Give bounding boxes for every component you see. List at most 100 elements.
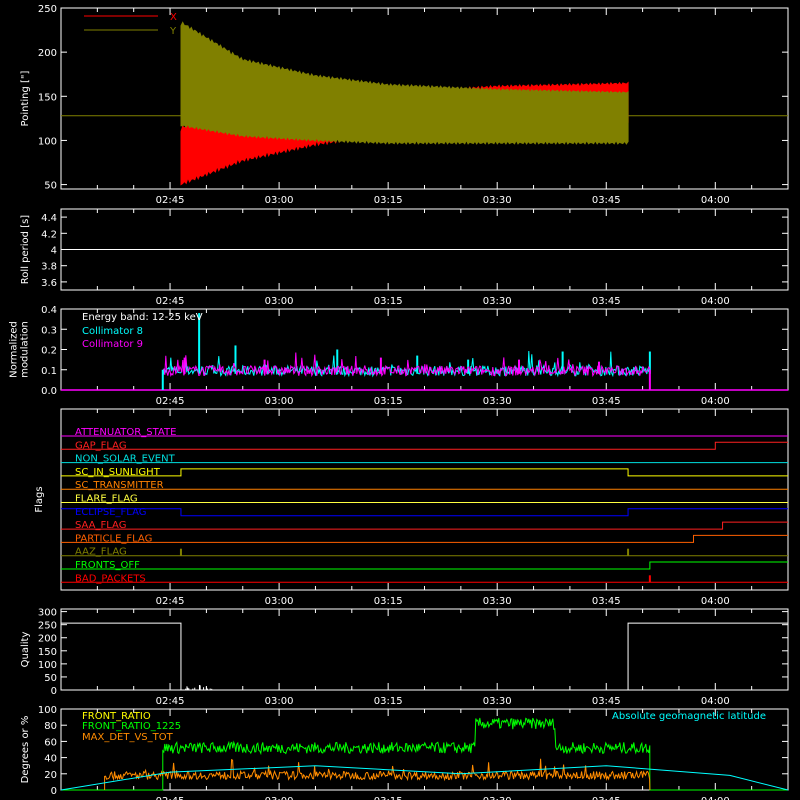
legend-label-y: Y [169, 26, 177, 37]
legend-label-x: X [170, 12, 177, 23]
y-tick-label: 0.2 [41, 346, 57, 357]
flag-label-aaz-flag: AAZ_FLAG [75, 547, 127, 558]
legend-max-det-vs-tot: MAX_DET_VS_TOT [82, 732, 174, 743]
flag-label-flare-flag: FLARE_FLAG [75, 494, 138, 505]
y-tick-label: 250 [38, 4, 57, 15]
flag-trace [61, 561, 788, 570]
x-tick-label: 03:45 [592, 796, 621, 800]
x-tick-label: 03:00 [265, 696, 294, 707]
y-tick-label: 4 [51, 246, 57, 257]
x-tick-label: 03:00 [265, 596, 294, 607]
y-tick-label: 200 [38, 48, 57, 59]
flag-trace [61, 468, 788, 477]
x-tick-label: 03:00 [265, 796, 294, 800]
y-tick-label: 20 [44, 770, 57, 781]
x-tick-label: 02:45 [156, 396, 185, 407]
flag-label-attenuator-state: ATTENUATOR_STATE [75, 427, 176, 438]
x-tick-label: 03:30 [483, 396, 512, 407]
y-tick-label: 0.1 [41, 366, 57, 377]
collimator8-label: Collimator 8 [82, 326, 143, 337]
x-tick-label: 04:00 [701, 195, 730, 206]
x-tick-label: 04:00 [701, 696, 730, 707]
y-tick-label: 300 [38, 608, 57, 619]
collimator9-label: Collimator 9 [82, 339, 143, 350]
y-tick-label: 150 [38, 92, 57, 103]
y-tick-label: 0 [51, 686, 57, 697]
x-tick-label: 03:15 [374, 396, 403, 407]
x-tick-label: 02:45 [156, 696, 185, 707]
flag-label-fronts-off: FRONTS_OFF [75, 560, 140, 571]
x-tick-label: 02:45 [156, 195, 185, 206]
plot-frame [60, 608, 789, 691]
x-tick-label: 03:15 [374, 596, 403, 607]
x-tick-label: 03:00 [265, 195, 294, 206]
x-tick-label: 03:15 [374, 195, 403, 206]
y-tick-label: 80 [44, 721, 57, 732]
flag-label-non-solar-event: NON_SOLAR_EVENT [75, 454, 176, 465]
latitude-label: Absolute geomagnetic latitude [612, 711, 766, 722]
modulation-trace-c9 [162, 352, 651, 378]
y-tick-label: 0.4 [41, 305, 57, 316]
y-axis-label: Degrees or % [20, 716, 31, 784]
flag-label-bad-packets: BAD_PACKETS [75, 573, 146, 584]
y-tick-label: 100 [38, 660, 57, 671]
panel-1: 02:45 03:00 03:15 03:30 03:45 04:00 50 100 150 20… [20, 4, 789, 206]
pointing-band-y [180, 21, 629, 145]
x-tick-label: 02:45 [156, 596, 185, 607]
y-tick-label: 150 [38, 647, 57, 658]
y-tick-label: 40 [44, 754, 57, 765]
y-axis-label: Flags [34, 486, 45, 512]
quality-line [61, 622, 788, 691]
y-tick-label: 3.6 [41, 278, 57, 289]
x-tick-label: 03:00 [265, 296, 294, 307]
flag-label-gap-flag: GAP_FLAG [75, 440, 127, 451]
legend-front-ratio: FRONT_RATIO [82, 711, 151, 722]
y-tick-label: 4.2 [41, 229, 57, 240]
flag-trace [61, 508, 788, 517]
x-tick-label: 04:00 [701, 596, 730, 607]
front-ratio-1225-trace [61, 717, 788, 791]
y-tick-label: 0 [51, 786, 57, 797]
y-tick-label: 60 [44, 737, 57, 748]
flag-label-eclipse-flag: ECLIPSE_FLAG [75, 507, 146, 518]
x-tick-label: 03:30 [483, 796, 512, 800]
x-tick-label: 03:30 [483, 696, 512, 707]
x-tick-label: 02:45 [156, 796, 185, 800]
y-tick-label: 0.0 [41, 386, 57, 397]
flag-label-saa-flag: SAA_FLAG [75, 520, 126, 531]
y-tick-label: 3.8 [41, 262, 57, 273]
x-tick-label: 03:30 [483, 296, 512, 307]
panel-2: 02:45 03:00 03:15 03:30 03:45 04:00 3.6 3.8 4 4.2… [20, 208, 789, 307]
x-tick-label: 03:15 [374, 296, 403, 307]
y-axis-label: Quality [20, 632, 31, 668]
y-tick-label: 4.4 [41, 213, 57, 224]
x-tick-label: 03:45 [592, 396, 621, 407]
max-det-vs-tot-trace [104, 758, 651, 791]
y-tick-label: 100 [38, 136, 57, 147]
y-tick-label: 0.3 [41, 325, 57, 336]
legend-front-ratio-1225: FRONT_RATIO_1225 [82, 721, 181, 732]
x-tick-label: 03:00 [265, 396, 294, 407]
x-tick-label: 03:30 [483, 596, 512, 607]
flag-trace [61, 534, 788, 543]
y-axis-label: Roll period [s] [20, 215, 31, 284]
x-tick-label: 02:45 [156, 296, 185, 307]
x-tick-label: 03:45 [592, 596, 621, 607]
x-tick-label: 03:15 [374, 796, 403, 800]
y-axis-label: Pointing ["] [20, 70, 31, 126]
panel-4: 02:45 03:00 03:15 03:30 03:45 04:00 Flags ATTEN… [34, 408, 789, 607]
x-tick-label: 04:00 [701, 796, 730, 800]
flag-label-sc-in-sunlight: SC_IN_SUNLIGHT [75, 467, 161, 478]
y-axis-label: Normalized [9, 321, 20, 378]
energy-band-label: Energy band: 12-25 keV [82, 312, 203, 323]
y-tick-label: 50 [44, 181, 57, 192]
y-tick-label: 200 [38, 634, 57, 645]
y-tick-label: 250 [38, 621, 57, 632]
x-tick-label: 04:00 [701, 396, 730, 407]
x-tick-label: 03:15 [374, 696, 403, 707]
flag-label-particle-flag: PARTICLE_FLAG [75, 533, 152, 544]
x-tick-label: 03:45 [592, 195, 621, 206]
panel-6: 02:45 03:00 03:15 03:30 03:45 04:00 0 20 40 60 80 1… [20, 705, 789, 800]
x-tick-label: 03:45 [592, 296, 621, 307]
